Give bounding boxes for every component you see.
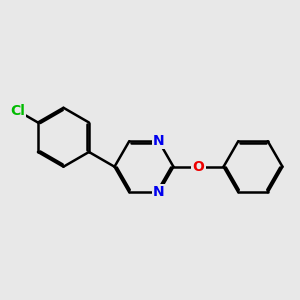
Text: N: N <box>153 185 164 199</box>
Text: N: N <box>153 134 164 148</box>
Text: Cl: Cl <box>10 104 25 118</box>
Text: O: O <box>193 160 204 174</box>
